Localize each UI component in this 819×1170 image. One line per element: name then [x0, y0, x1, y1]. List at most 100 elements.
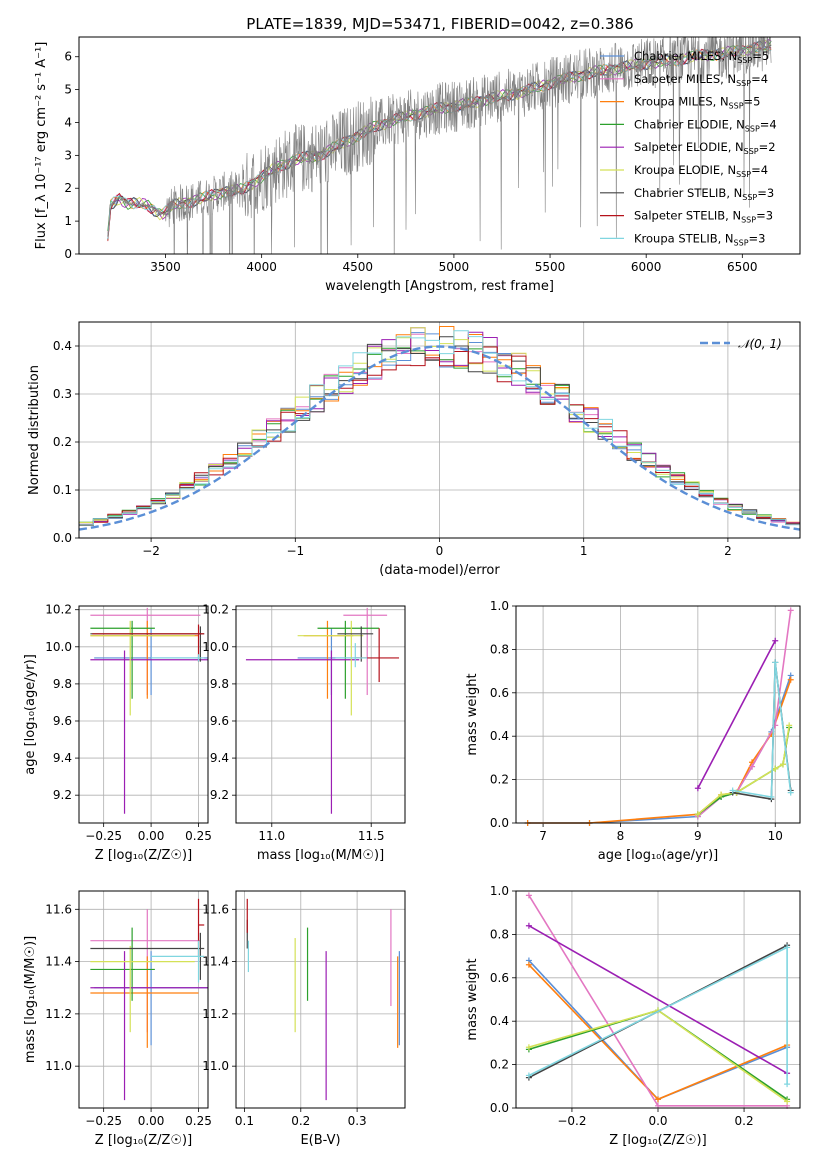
x-tick-label: 0.00 [138, 829, 165, 843]
series-marker [729, 787, 736, 794]
histogram-step [78, 346, 800, 538]
series-marker [786, 722, 793, 729]
x-axis-label: Z [log₁₀(Z/Z☉)] [609, 1133, 706, 1148]
series-marker [779, 761, 786, 768]
y-tick-label: 0.4 [53, 339, 72, 353]
y-tick-label: 11.0 [202, 1059, 229, 1073]
series-marker [787, 676, 794, 683]
y-tick-label: 5 [64, 83, 72, 97]
x-tick-label: 0.1 [235, 1114, 254, 1128]
series-marker [525, 961, 532, 968]
legend-label: Kroupa MILES, NSSP=5 [634, 95, 760, 111]
y-tick-label: 10.0 [45, 640, 72, 654]
y-axis-label: age [log₁₀(age/yr)] [23, 654, 38, 775]
y-axis-label: mass [log₁₀(M/M☉)] [23, 936, 38, 1063]
x-tick-label: 1 [580, 544, 588, 558]
legend-label-text: Chabrier STELIB, N [634, 186, 742, 200]
x-tick-label: 7 [539, 829, 547, 843]
x-tick-label: 5500 [535, 260, 566, 274]
x-tick-label: 4500 [343, 260, 374, 274]
y-tick-label: 11.2 [45, 1007, 72, 1021]
series-marker [655, 1096, 661, 1103]
series-marker [525, 892, 532, 899]
legend-label: Salpeter STELIB, NSSP=3 [634, 209, 773, 225]
spectrum-lines [107, 37, 772, 254]
x-tick-label: −0.25 [85, 1114, 122, 1128]
series-marker [525, 1072, 532, 1079]
x-tick-label: 0.25 [185, 1114, 212, 1128]
series-marker [718, 791, 725, 798]
series-marker [749, 763, 756, 770]
histograms [78, 326, 801, 538]
y-tick-label: 9.6 [53, 714, 72, 728]
legend-label: 𝒩(0, 1) [738, 337, 782, 351]
legend-label-text: Chabrier ELODIE, N [634, 117, 745, 131]
legend-label-value: =4 [760, 117, 777, 131]
y-tick-label: 0.0 [490, 816, 509, 830]
series-line [527, 679, 792, 824]
y-tick-label: 1 [64, 214, 72, 228]
legend-label-sub: SSP [742, 193, 757, 202]
y-tick-label: 0.2 [490, 1058, 509, 1072]
axes-mass_vs_ebv: 0.1 0.2 0.3 11.0 11.2 11.4 11.6 E(B-V) [202, 891, 405, 1148]
series-line [697, 725, 790, 815]
series-marker [784, 1098, 791, 1105]
x-tick-label: 6000 [631, 260, 662, 274]
x-axis-label: E(B-V) [300, 1133, 340, 1148]
axes-residuals: −2 −1 0 1 2 0.0 0.1 0.2 0.3 0.4 (data-model)/error… [27, 322, 800, 578]
legend-label-value: =3 [757, 186, 774, 200]
legend-label-text: Salpeter ELODIE, N [634, 140, 744, 154]
x-tick-label: 0.3 [348, 1114, 367, 1128]
legend-label: Salpeter MILES, NSSP=4 [634, 72, 768, 88]
legend-label-sub: SSP [745, 124, 760, 133]
x-tick-label: 0.0 [648, 1114, 667, 1128]
axes-frame [78, 321, 801, 539]
legend-label-sub: SSP [736, 79, 751, 88]
series-marker [772, 659, 779, 666]
y-tick-label: 11.0 [45, 1059, 72, 1073]
x-tick-label: 11.5 [358, 829, 385, 843]
errorbars-mass_vs_ebv [246, 898, 400, 1101]
y-tick-label: 10.0 [202, 640, 229, 654]
y-tick-label: 0.1 [53, 483, 72, 497]
axes-frame [78, 890, 209, 1109]
series-marker [784, 1081, 791, 1088]
lines-weight_vs_age [524, 607, 794, 826]
legend-label-text: Kroupa MILES, N [634, 95, 729, 109]
y-axis-label: mass weight [465, 958, 480, 1040]
legend-label-value: =4 [751, 72, 768, 86]
x-tick-label: 8 [617, 829, 625, 843]
legend-label-sub: SSP [729, 102, 744, 111]
x-axis-label: wavelength [Angstrom, rest frame] [325, 279, 554, 294]
axes-frame [78, 605, 209, 824]
x-tick-label: 5000 [439, 260, 470, 274]
axes-frame [235, 890, 406, 1109]
series-line [697, 640, 776, 789]
axes-frame [515, 890, 801, 1109]
y-tick-label: 0.0 [490, 1101, 509, 1115]
normal-curve [78, 345, 801, 531]
series-line [732, 662, 792, 801]
y-tick-label: 0.3 [53, 387, 72, 401]
series-marker [525, 1044, 532, 1051]
legend-label-sub: SSP [741, 216, 756, 225]
y-tick-label: 9.2 [210, 788, 229, 802]
y-tick-label: 0.6 [490, 686, 509, 700]
legend-label-text: Salpeter STELIB, N [634, 209, 741, 223]
x-axis-label: Z [log₁₀(Z/Z☉)] [95, 848, 192, 863]
errorbars-age_vs_Z [90, 607, 208, 814]
series-marker [784, 944, 791, 951]
legend-label: Chabrier ELODIE, NSSP=4 [634, 117, 777, 133]
y-tick-label: 11.4 [202, 955, 229, 969]
y-tick-label: 10.2 [202, 603, 229, 617]
series-marker [787, 607, 794, 614]
legend-label-value: =3 [756, 209, 773, 223]
y-tick-label: 6 [64, 50, 72, 64]
axes-frame [78, 36, 801, 255]
series-line [527, 675, 792, 824]
lines-weight_vs_Z [525, 892, 791, 1109]
x-tick-label: −1 [286, 544, 304, 558]
y-tick-label: 9.8 [53, 677, 72, 691]
y-axis-label: mass weight [465, 673, 480, 755]
y-tick-label: 0.8 [490, 927, 509, 941]
